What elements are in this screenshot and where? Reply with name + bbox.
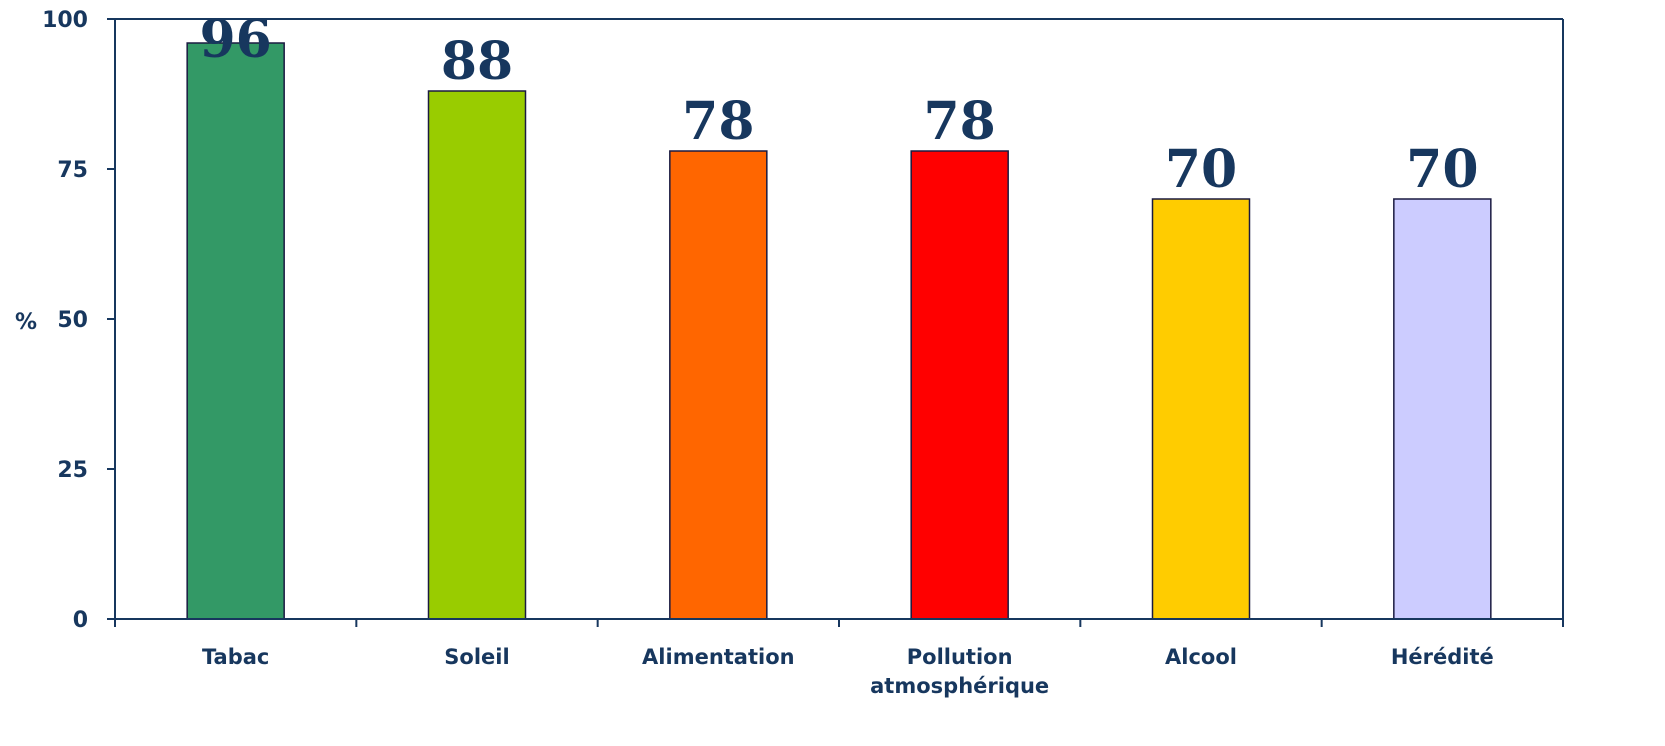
x-category-line: Soleil [444,645,509,669]
y-tick-label-75: 75 [57,158,88,183]
x-category-label-4: Pollution atmosphérique [870,645,1049,698]
bar-1 [186,42,285,620]
bars-group [186,42,1492,620]
bar-3 [669,150,768,620]
bar-4 [910,150,1009,620]
x-category-line: Hérédité [1391,645,1494,669]
data-label-2: 88 [441,31,513,92]
x-category-label-5: Alcool [1165,645,1237,669]
x-category-label-1: Tabac [202,645,269,669]
x-category-line: Pollution [907,645,1013,669]
data-label-3: 78 [682,91,754,152]
y-tick-label-50: 50 [57,308,88,333]
axes-group [107,18,1564,627]
y-axis-label: % [15,310,37,335]
labels-group: 96 88 78 78 70 70 0 25 50 75 100 Tabac Soleil Aliment… [42,8,1494,698]
y-tick-label-0: 0 [73,608,88,633]
x-category-line: Alimentation [642,645,795,669]
x-category-label-3: Alimentation [642,645,795,669]
data-label-1: 96 [199,9,271,70]
x-category-line: atmosphérique [870,674,1049,698]
bar-5 [1151,198,1251,620]
x-category-line: Tabac [202,645,269,669]
data-label-6: 70 [1406,139,1478,200]
x-category-label-2: Soleil [444,645,509,669]
y-tick-label-25: 25 [57,458,88,483]
bar-2 [427,90,527,620]
data-label-5: 70 [1165,139,1237,200]
x-category-label-6: Hérédité [1391,645,1494,669]
x-category-line: Alcool [1165,645,1237,669]
y-tick-label-100: 100 [42,8,88,33]
bar-6 [1393,198,1492,620]
data-label-4: 78 [923,91,995,152]
